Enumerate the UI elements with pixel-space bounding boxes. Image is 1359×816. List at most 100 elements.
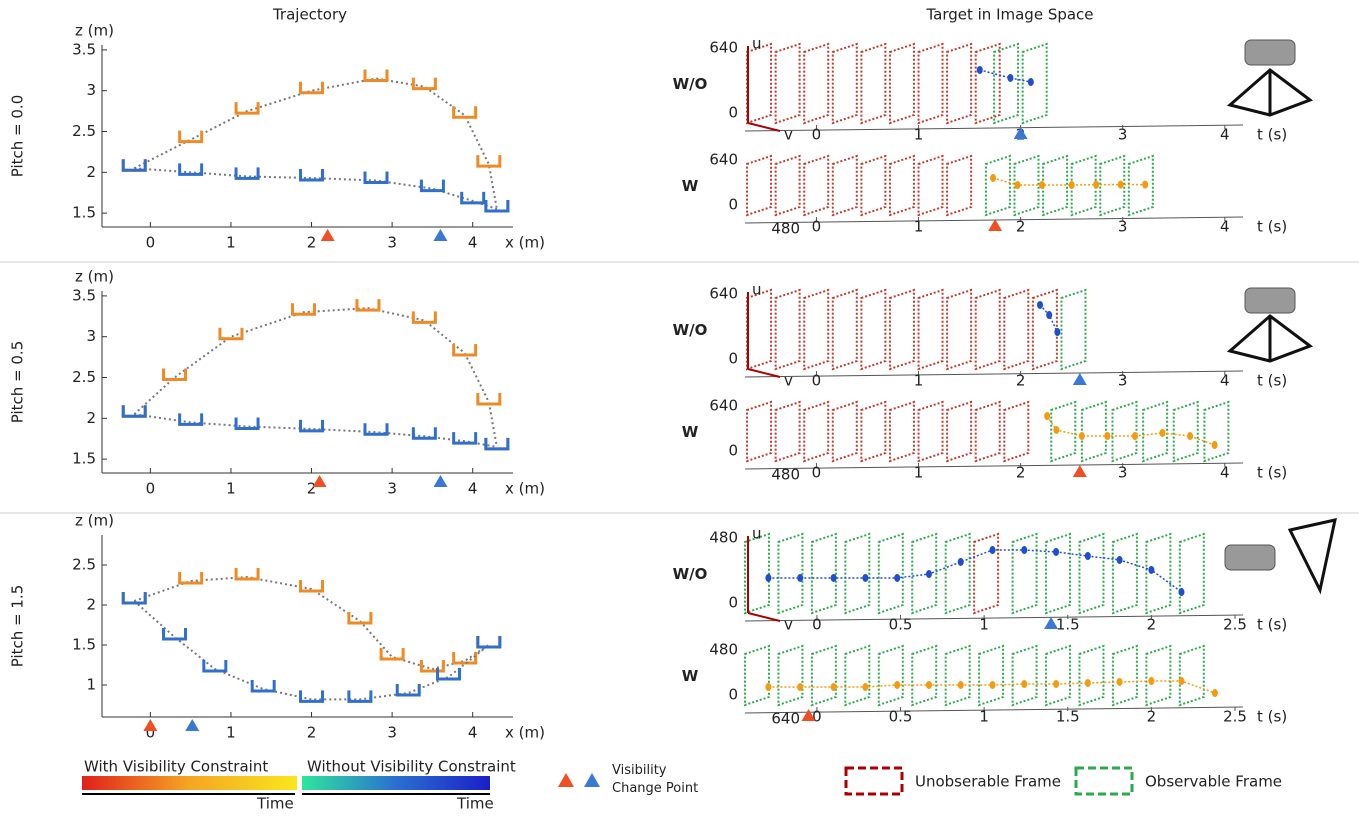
y-tick-label: 480 [709,641,738,659]
y-tick-label: 1.5 [72,450,96,468]
target-point [1085,679,1091,687]
image-frame [1033,290,1057,369]
image-frame [1043,156,1067,215]
change-point [185,719,199,731]
x-tick-label: 1 [914,218,924,236]
target-point [1148,566,1154,574]
change-point [1073,465,1087,477]
camera-pose [180,572,202,583]
target-point [1104,432,1110,440]
x-tick-label: 4 [468,480,478,498]
image-frame [947,156,971,215]
x-tick-label: 3 [387,234,397,252]
legend-time: Time [456,795,494,813]
y-tick-label: 0 [728,350,738,368]
image-frame [1004,290,1028,369]
x-tick-label: 4 [1220,126,1230,144]
series-label: W/O [673,75,708,93]
legend-frame [1076,768,1132,794]
u-label: u [752,525,762,543]
camera-pose [164,369,186,380]
camera-pose [413,311,435,322]
target-point [1053,548,1059,556]
legend-triangle [558,773,574,787]
camera-pose [454,106,476,117]
target-point [1085,552,1091,560]
v-axis [748,123,780,131]
trajectory-header: Trajectory [272,6,347,24]
camera-pose [486,200,508,211]
row-label: Pitch = 1.5 [9,585,27,667]
row-label: Pitch = 0.5 [9,341,27,423]
x-tick-label: 0.5 [889,616,913,634]
target-point [1044,412,1050,420]
x-tick-label: 2 [1147,708,1157,726]
camera-pose [252,680,274,691]
image-frame [845,646,869,705]
target-point [990,681,996,689]
legend-gradient [82,776,297,790]
series-label: W [682,423,699,441]
image-frame [947,44,971,123]
x-tick-label: 0 [812,616,822,634]
image-frame [1129,156,1153,215]
image-frame [947,290,971,369]
y-tick-label: 2.5 [72,368,96,386]
image-frame [1082,402,1106,461]
target-point [831,574,837,582]
x-tick-label: 2 [1016,218,1026,236]
image-frame [861,402,885,461]
target-point [1021,680,1027,688]
image-frame [747,156,771,215]
x-tick-label: 2 [1147,616,1157,634]
image-space-header: Target in Image Space [925,6,1093,24]
x-tick-label: 3 [1118,126,1128,144]
image-frame [1013,534,1037,613]
series-label: W/O [673,565,708,583]
camera-pose [478,636,500,647]
series-label: W/O [673,321,708,339]
camera-pose [180,413,202,424]
x-tick-label: 1.5 [1056,616,1080,634]
x-tick-label: 4 [468,724,478,742]
v-axis [748,613,780,621]
y-tick-label: 1.5 [72,204,96,222]
target-point [1118,181,1124,189]
change-point [433,229,447,241]
image-frame [947,402,971,461]
y-tick-label: 1 [86,676,96,694]
image-frame [976,44,1000,123]
x-tick-label: 3 [387,724,397,742]
camera-pose [301,82,323,93]
v-label: v [784,126,793,144]
y-axis-label: z (m) [75,268,114,286]
target-point [1039,181,1045,189]
target-point [1093,181,1099,189]
x-tick-label: 2 [307,480,317,498]
image-frame [1046,534,1070,613]
target-point [1160,429,1166,437]
y-axis-label: z (m) [75,512,114,530]
x-tick-label: 0 [812,218,822,236]
target-point [1117,678,1123,686]
image-frame [890,44,914,123]
camera-pose [454,652,476,663]
image-frame [912,646,936,705]
image-frame [833,290,857,369]
x-tick-label: 4 [468,234,478,252]
target-point [1028,78,1034,86]
v-label: v [784,372,793,390]
legend-time: Time [256,795,294,813]
trajectory-line [134,308,497,447]
camera-pose [413,78,435,89]
camera-pose [381,648,403,659]
image-frame [812,534,836,613]
image-frame [804,156,828,215]
image-frame [1146,534,1170,613]
x-tick-label: 4 [1220,464,1230,482]
x-axis-label: x (m) [505,480,545,498]
u-label: u [752,281,762,299]
target-point [1178,677,1184,685]
x-tick-label: 1 [914,126,924,144]
series-label: W [682,177,699,195]
